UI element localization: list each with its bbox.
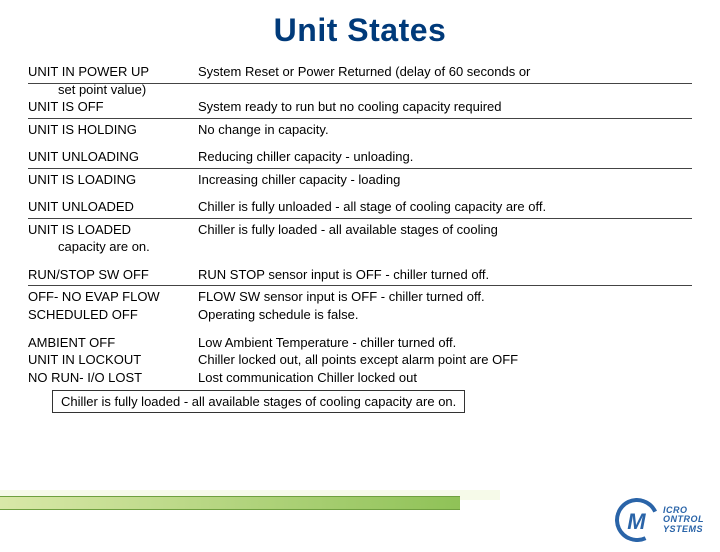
row-divider <box>28 168 692 169</box>
state-name: UNIT UNLOADING <box>28 148 198 166</box>
state-row: UNIT UNLOADINGReducing chiller capacity … <box>28 148 692 166</box>
state-name: OFF- NO EVAP FLOW <box>28 288 198 306</box>
state-name: NO RUN- I/O LOST <box>28 369 198 387</box>
row-divider <box>28 218 692 219</box>
row-gap <box>28 324 692 334</box>
footer-accent <box>0 496 460 510</box>
row-gap <box>28 138 692 148</box>
state-name: SCHEDULED OFF <box>28 306 198 324</box>
state-name: AMBIENT OFF <box>28 334 198 352</box>
state-row: OFF- NO EVAP FLOWFLOW SW sensor input is… <box>28 288 692 306</box>
state-desc: Chiller is fully loaded - all available … <box>198 221 692 239</box>
state-desc: No change in capacity. <box>198 121 692 139</box>
state-desc: Chiller locked out, all points except al… <box>198 351 692 369</box>
state-desc: System ready to run but no cooling capac… <box>198 98 692 116</box>
state-desc: RUN STOP sensor input is OFF - chiller t… <box>198 266 692 284</box>
state-row: NO RUN- I/O LOSTLost communication Chill… <box>28 369 692 387</box>
state-row: UNIT IS LOADEDChiller is fully loaded - … <box>28 221 692 239</box>
state-row: SCHEDULED OFFOperating schedule is false… <box>28 306 692 324</box>
state-desc: System Reset or Power Returned (delay of… <box>198 63 692 81</box>
row-divider <box>28 118 692 119</box>
state-desc: Chiller is fully unloaded - all stage of… <box>198 198 692 216</box>
state-name: UNIT IN POWER UP <box>28 63 198 81</box>
logo-text: ICRO ONTROL YSTEMS <box>663 506 704 534</box>
state-name-extra: capacity are on. <box>28 238 198 256</box>
state-name: UNIT IN LOCKOUT <box>28 351 198 369</box>
state-desc: Reducing chiller capacity - unloading. <box>198 148 692 166</box>
state-desc: Increasing chiller capacity - loading <box>198 171 692 189</box>
state-name: UNIT UNLOADED <box>28 198 198 216</box>
state-row: UNIT IN LOCKOUTChiller locked out, all p… <box>28 351 692 369</box>
state-desc: FLOW SW sensor input is OFF - chiller tu… <box>198 288 692 306</box>
state-name: RUN/STOP SW OFF <box>28 266 198 284</box>
state-row: AMBIENT OFFLow Ambient Temperature - chi… <box>28 334 692 352</box>
page-title: Unit States <box>0 12 720 49</box>
state-desc: Low Ambient Temperature - chiller turned… <box>198 334 692 352</box>
state-desc: Operating schedule is false. <box>198 306 692 324</box>
state-row-extra: set point value) <box>28 81 692 99</box>
state-row: UNIT IS LOADINGIncreasing chiller capaci… <box>28 171 692 189</box>
footnote-box: Chiller is fully loaded - all available … <box>52 390 465 413</box>
row-gap <box>28 188 692 198</box>
state-row: RUN/STOP SW OFFRUN STOP sensor input is … <box>28 266 692 284</box>
logo-m-icon: M <box>627 509 645 535</box>
row-divider <box>28 83 692 84</box>
state-desc: Lost communication Chiller locked out <box>198 369 692 387</box>
state-row: UNIT IS HOLDINGNo change in capacity. <box>28 121 692 139</box>
state-name: UNIT IS LOADING <box>28 171 198 189</box>
state-name: UNIT IS LOADED <box>28 221 198 239</box>
state-row-extra: capacity are on. <box>28 238 692 256</box>
state-row: UNIT IS OFFSystem ready to run but no co… <box>28 98 692 116</box>
state-row: UNIT IN POWER UPSystem Reset or Power Re… <box>28 63 692 81</box>
brand-logo: M ICRO ONTROL YSTEMS <box>615 498 704 542</box>
states-content: UNIT IN POWER UPSystem Reset or Power Re… <box>0 49 720 386</box>
state-row: UNIT UNLOADEDChiller is fully unloaded -… <box>28 198 692 216</box>
state-name: UNIT IS HOLDING <box>28 121 198 139</box>
state-name: UNIT IS OFF <box>28 98 198 116</box>
row-divider <box>28 285 692 286</box>
row-gap <box>28 256 692 266</box>
